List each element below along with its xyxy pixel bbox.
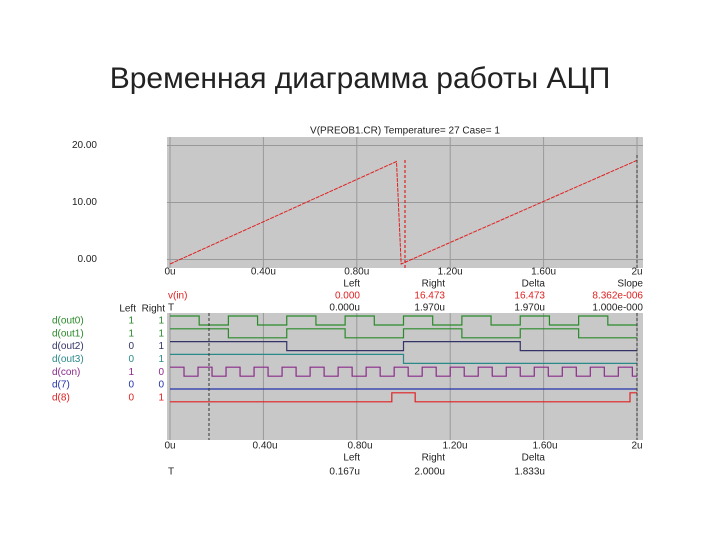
readout-value: 16.473 — [414, 291, 445, 302]
signal-left: 1 — [128, 316, 134, 327]
signal-left: 1 — [128, 328, 134, 339]
y-tick-label: 10.00 — [72, 197, 97, 208]
signal-left: 1 — [128, 367, 134, 378]
x-tick-label: 2u — [631, 441, 642, 452]
signal-name: d(7) — [52, 380, 70, 391]
waveform — [170, 353, 637, 364]
readout-value: 2.000u — [414, 467, 445, 478]
readout-value: 1.970u — [414, 303, 445, 314]
readout-header: Delta — [522, 453, 546, 464]
slide-title: Временная диаграмма работы АЦП — [110, 62, 611, 95]
waveform — [170, 392, 637, 403]
signal-name: d(out1) — [52, 328, 84, 339]
x-tick-label: 0u — [164, 267, 175, 278]
waveform — [170, 366, 637, 377]
digital-header: Left — [119, 304, 136, 315]
signal-left: 0 — [128, 392, 134, 403]
waveform — [170, 315, 637, 326]
waveform — [170, 328, 637, 339]
readout-label: v(in) — [168, 291, 187, 302]
x-tick-label: 0.80u — [344, 267, 369, 278]
readout-header: Delta — [522, 279, 546, 290]
signal-right: 1 — [158, 316, 164, 327]
readout-header: Right — [422, 453, 446, 464]
signal-right: 1 — [158, 392, 164, 403]
signal-name: d(out3) — [52, 354, 84, 365]
x-tick-label: 0.80u — [347, 441, 372, 452]
signal-name: d(8) — [52, 392, 70, 403]
readout-value: 0.000 — [335, 291, 360, 302]
signal-name: d(con) — [52, 367, 80, 378]
x-tick-label: 1.20u — [442, 441, 467, 452]
readout-label: T — [168, 467, 174, 478]
signal-left: 0 — [128, 380, 134, 391]
y-tick-label: 20.00 — [72, 140, 97, 151]
signal-right: 0 — [158, 367, 164, 378]
readout-header: Slope — [617, 279, 643, 290]
x-tick-label: 0.40u — [252, 441, 277, 452]
signal-right: 1 — [158, 341, 164, 352]
waveform — [170, 341, 637, 352]
readout-value: 0.167u — [329, 467, 360, 478]
signal-right: 0 — [158, 380, 164, 391]
digital-plot-area — [167, 313, 643, 440]
x-tick-label: 1.60u — [532, 441, 557, 452]
signal-right: 1 — [158, 354, 164, 365]
x-tick-label: 1.60u — [531, 267, 556, 278]
y-tick-label: 0.00 — [78, 254, 98, 265]
x-tick-label: 0u — [164, 441, 175, 452]
readout-value: 16.473 — [514, 291, 545, 302]
readout-header: Right — [422, 279, 446, 290]
plot-title: V(PREOB1.CR) Temperature= 27 Case= 1 — [310, 126, 500, 137]
readout-label: T — [168, 303, 174, 314]
signal-right: 1 — [158, 328, 164, 339]
readout-value: 1.833u — [514, 467, 545, 478]
readout-value: 1.000e-000 — [592, 303, 643, 314]
signal-left: 0 — [128, 341, 134, 352]
readout-value: 8.362e-006 — [592, 291, 643, 302]
readout-header: Left — [343, 279, 360, 290]
signal-name: d(out2) — [52, 341, 84, 352]
series-line — [169, 159, 638, 265]
x-tick-label: 0.40u — [251, 267, 276, 278]
signal-left: 0 — [128, 354, 134, 365]
readout-value: 0.000u — [329, 303, 360, 314]
x-tick-label: 2u — [631, 267, 642, 278]
signal-name: d(out0) — [52, 316, 84, 327]
digital-header: Right — [142, 304, 166, 315]
x-tick-label: 1.20u — [438, 267, 463, 278]
readout-header: Left — [343, 453, 360, 464]
readout-value: 1.970u — [514, 303, 545, 314]
